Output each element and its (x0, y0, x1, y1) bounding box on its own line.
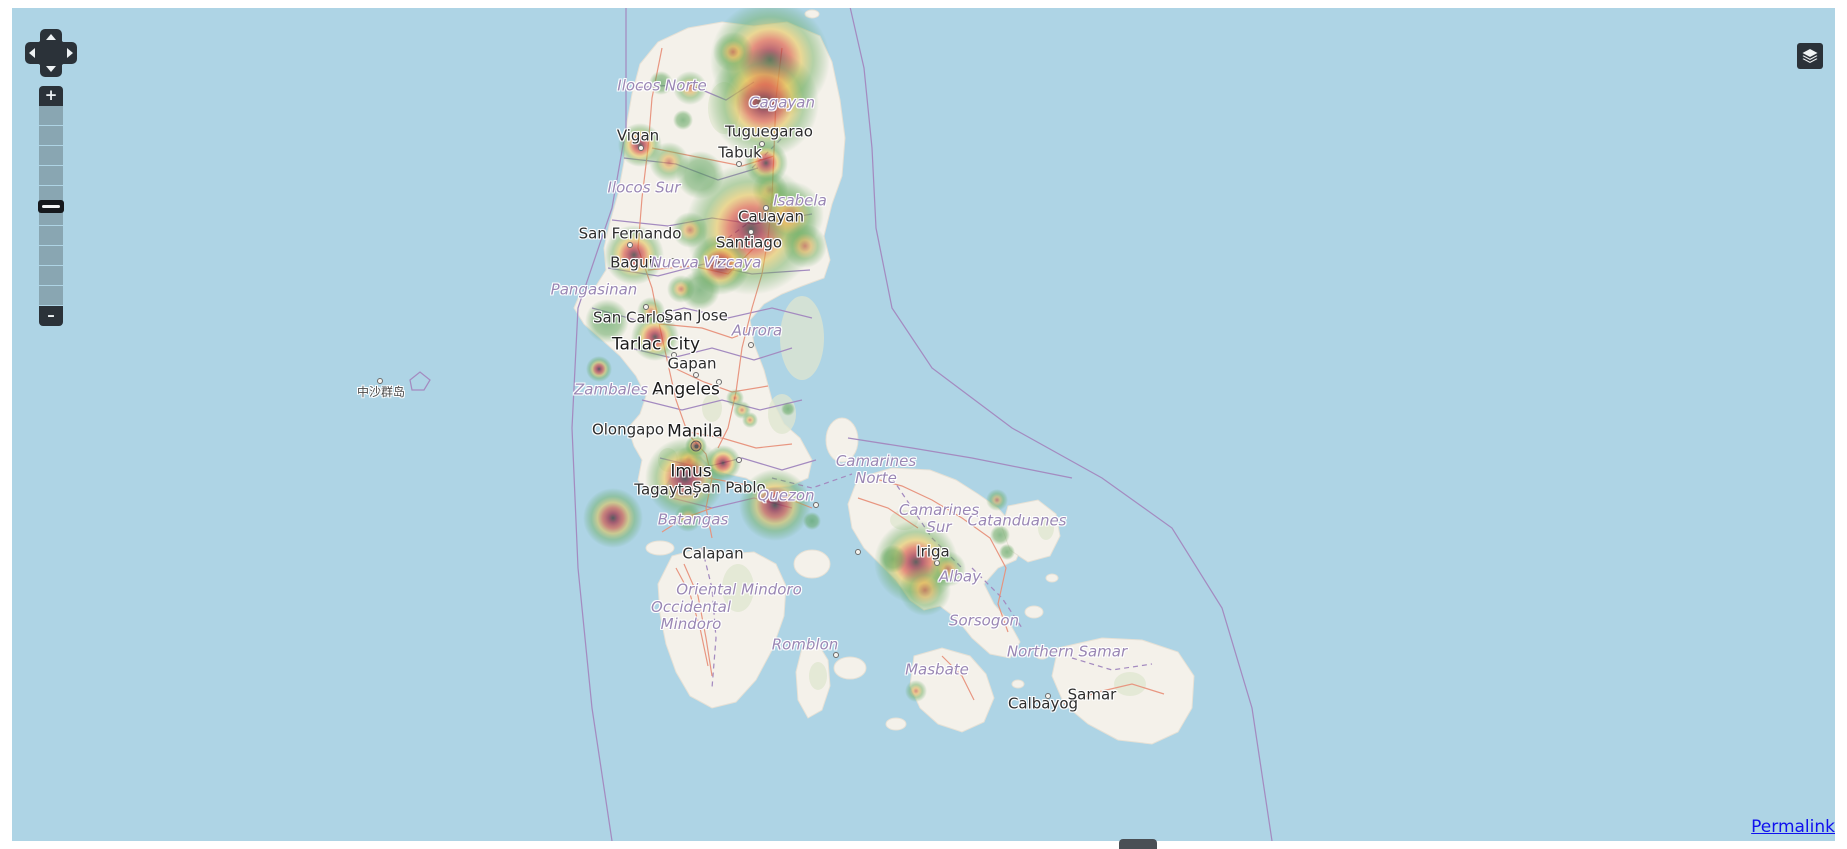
pan-down-button[interactable] (40, 57, 62, 77)
zoom-tick-10[interactable] (39, 106, 63, 126)
zoom-tick-2[interactable] (39, 266, 63, 286)
map-svg (12, 8, 1835, 841)
zoom-tick-4[interactable] (39, 226, 63, 246)
arrow-down-icon (46, 66, 56, 72)
map-viewport[interactable]: Vigan Tabuk Tuguegarao Cauayan Santiago San F… (12, 8, 1835, 841)
zoom-slider-handle[interactable] (38, 200, 64, 213)
zoom-tick-1[interactable] (39, 286, 63, 306)
zoom-out-button[interactable]: – (39, 306, 63, 326)
arrow-up-icon (46, 34, 56, 40)
map-canvas[interactable] (12, 8, 1835, 841)
layers-icon[interactable] (1797, 43, 1823, 69)
arrow-left-icon (29, 48, 35, 58)
pan-control[interactable] (25, 29, 77, 77)
arrow-right-icon (67, 48, 73, 58)
zoom-tick-9[interactable] (39, 126, 63, 146)
zoom-tick-3[interactable] (39, 246, 63, 266)
permalink-link[interactable]: Permalink (1751, 817, 1835, 837)
zoom-tick-8[interactable] (39, 146, 63, 166)
zoom-in-button[interactable]: + (39, 86, 63, 106)
zoom-control[interactable]: + – (38, 86, 64, 326)
zoom-tick-7[interactable] (39, 166, 63, 186)
scale-bar-widget (1119, 839, 1157, 849)
zoom-slider-track[interactable] (38, 106, 64, 306)
layers-glyph (1802, 49, 1818, 63)
pan-right-button[interactable] (57, 42, 77, 64)
